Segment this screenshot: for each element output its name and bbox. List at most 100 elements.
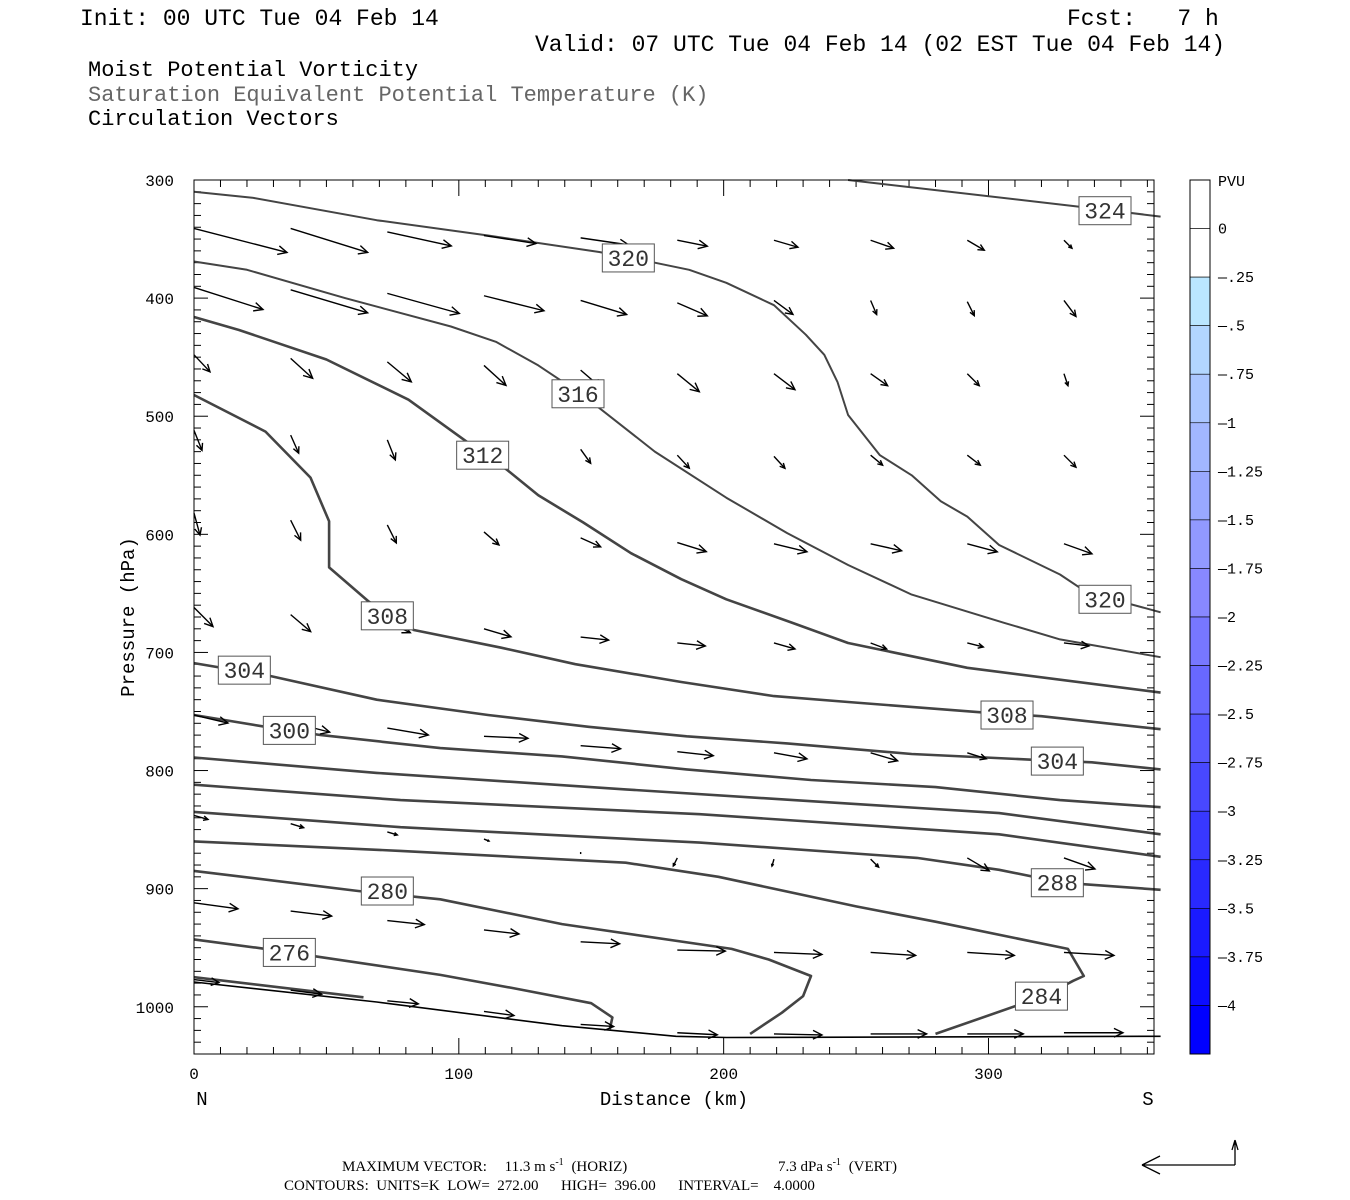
colorbar-label: —1.5 (1217, 513, 1254, 530)
vert-vector-label: 7.3 dPa s-1 (VERT) (778, 1153, 897, 1175)
vector-arrow (386, 361, 413, 383)
contour-label: 308 (360, 601, 414, 631)
colorbar-label: —3.75 (1217, 950, 1263, 967)
vector-arrow (290, 227, 370, 255)
vector-arrow (193, 430, 204, 452)
contour-320 (193, 190, 1161, 614)
vert-exp: -1 (833, 1157, 841, 1168)
vector-arrow (966, 454, 982, 467)
vector-arrow (193, 286, 265, 312)
colorbar-swatch (1189, 568, 1211, 618)
vector-arrow (290, 823, 306, 830)
horiz-value: 11.3 m s (505, 1159, 556, 1175)
vector-arrow (677, 541, 708, 554)
init-time: Init: 00 UTC Tue 04 Feb 14 (80, 6, 439, 32)
contour-label-text: 276 (269, 941, 310, 967)
vector-arrow (483, 1009, 516, 1020)
vert-tag: (VERT) (849, 1159, 897, 1175)
contour-label-text: 308 (986, 704, 1027, 730)
colorbar-label: —.75 (1217, 367, 1254, 384)
colorbar-swatch (1189, 713, 1211, 763)
vector-arrow (387, 918, 426, 929)
horiz-tag: (HORIZ) (571, 1159, 627, 1175)
colorbar-label: —.5 (1217, 319, 1245, 336)
vector-arrow (870, 373, 889, 387)
vector-arrow (290, 519, 302, 542)
vector-arrow (1063, 373, 1070, 388)
vector-arrow (966, 857, 991, 872)
vector-arrow (290, 357, 314, 380)
colorbar-swatch (1189, 471, 1211, 521)
vector-arrow (1063, 1027, 1125, 1038)
colorbar-swatch (1189, 228, 1211, 278)
vector-arrow (677, 239, 709, 250)
vector-arrow (483, 732, 530, 743)
contour-label: 284 (1014, 981, 1068, 1011)
colorbar-label: —4 (1217, 998, 1236, 1015)
contour-label: 320 (601, 243, 655, 273)
max-vector-title: MAXIMUM VECTOR: (342, 1159, 487, 1175)
colorbar-swatch (1189, 762, 1211, 812)
tick-labels: 0 100 200 300 300 400 500 600 700 800 900 1000 (136, 173, 1003, 1084)
vector-arrow (870, 858, 880, 869)
colorbar-label: 0 (1218, 222, 1227, 239)
vector-arrow (773, 1029, 824, 1040)
contour-label: 320 (1078, 584, 1132, 614)
max-vector-label: MAXIMUM VECTOR: 11.3 m s-1 (HORIZ) (342, 1153, 627, 1175)
south-label: S (1142, 1089, 1153, 1111)
field-title-theta-es: Saturation Equivalent Potential Temperat… (88, 83, 709, 108)
colorbar-label: —3.25 (1217, 853, 1263, 870)
colorbar-label: —2.75 (1217, 756, 1263, 773)
y-tick-label: 700 (145, 645, 174, 663)
vector-arrow (870, 454, 884, 467)
x-tick-label: 300 (974, 1066, 1003, 1084)
vector-arrow (483, 364, 508, 387)
contour-296 (193, 756, 1161, 836)
vector-arrow (387, 831, 399, 837)
contour-284 (193, 840, 1086, 1036)
vector-arrow (580, 1020, 616, 1031)
surface-line (193, 981, 1161, 1039)
colorbar-label: —.25 (1217, 270, 1254, 287)
north-label: N (196, 1089, 207, 1111)
vector-arrow (1063, 857, 1097, 871)
vector-arrow (870, 543, 904, 554)
vector-arrow (967, 949, 1016, 960)
contour-label-text: 324 (1084, 200, 1125, 226)
colorbar: 0 —.25 —.5 —.75 —1 —1.25 —1.5 —1.75 —2 —2.25 —2.5 —… (1189, 179, 1263, 1055)
vector-arrow (580, 299, 629, 317)
x-tick-label: 0 (189, 1066, 199, 1084)
contour-label: 288 (1030, 868, 1084, 898)
vector-arrow (580, 938, 622, 949)
colorbar-label: —2 (1217, 610, 1236, 627)
vector-arrow (193, 512, 203, 537)
colorbar-label: —3 (1217, 804, 1236, 821)
colorbar-swatch (1189, 325, 1211, 375)
vector-arrow (676, 373, 701, 393)
vector-arrow (290, 910, 334, 920)
vector-arrow (967, 642, 985, 649)
vector-arrow (193, 902, 240, 913)
contour-292 (193, 783, 1161, 859)
vector-arrow (483, 628, 513, 640)
vector-arrow (773, 455, 787, 470)
vector-arrow (1063, 640, 1091, 650)
vector-arrow (967, 543, 999, 555)
colorbar-swatch (1189, 276, 1211, 326)
valid-time: Valid: 07 UTC Tue 04 Feb 14 (02 EST Tue … (535, 32, 1225, 58)
contour-label-text: 304 (224, 659, 265, 685)
y-tick-label: 1000 (136, 1000, 174, 1018)
vector-arrow (677, 749, 715, 760)
colorbar-swatch (1189, 665, 1211, 715)
contours (193, 179, 1161, 1039)
vector-arrow (773, 949, 824, 960)
colorbar-label: —2.5 (1217, 707, 1254, 724)
colorbar-swatch (1189, 373, 1211, 424)
forecast-hour: Fcst: 7 h (1067, 6, 1219, 32)
vector-arrow (677, 302, 709, 317)
vector-arrow (672, 857, 678, 868)
y-tick-label: 300 (145, 173, 174, 191)
reference-vector-icon (1141, 1139, 1239, 1175)
vector-arrow (290, 434, 300, 455)
